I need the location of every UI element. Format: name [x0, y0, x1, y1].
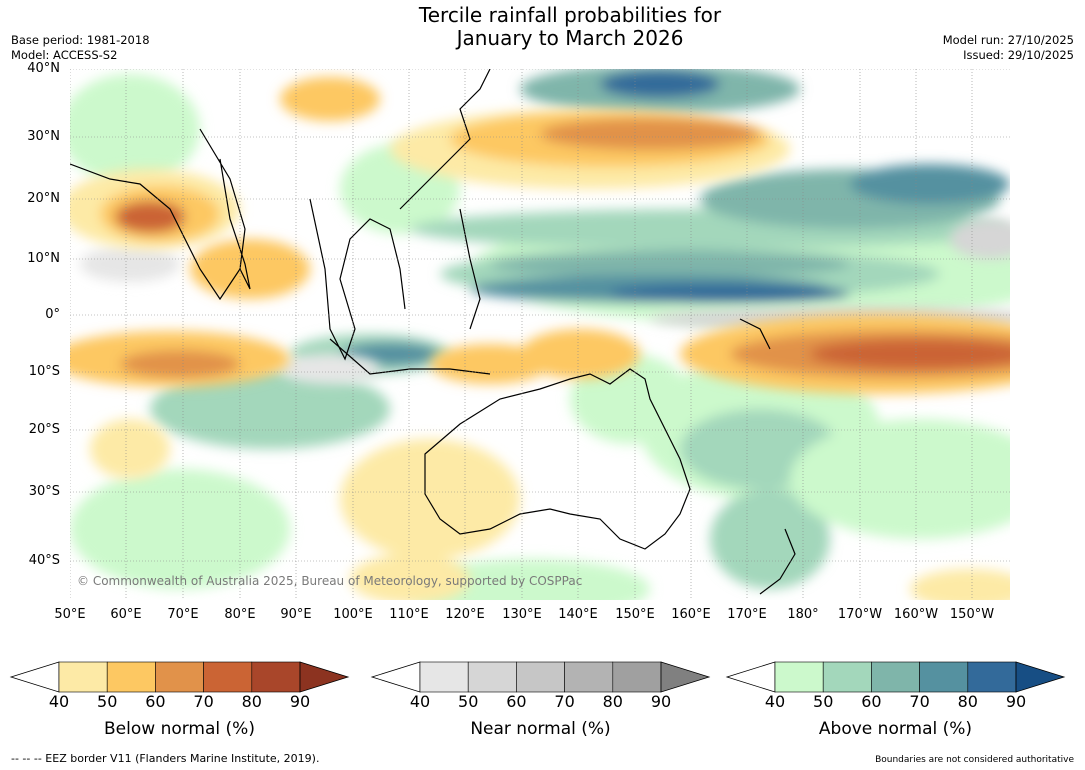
lat-label: 0°: [45, 307, 60, 322]
probability-map[interactable]: [70, 69, 1010, 600]
coastlines: [70, 69, 796, 595]
lat-label: 10°N: [27, 251, 60, 266]
colorbar-segment: [774, 661, 824, 693]
colorbar-min-extend: [9, 661, 60, 693]
colorbar-max-extend: [1015, 661, 1066, 693]
colorbar-segment: [106, 661, 156, 693]
colorbar-max-extend: [660, 661, 711, 693]
title-line-2: January to March 2026: [456, 26, 684, 50]
colorbar-tick: 60: [861, 692, 882, 711]
colorbar-tick: 90: [1005, 692, 1027, 711]
colorbar-tick: 80: [241, 692, 262, 711]
lon-label: 160°E: [671, 607, 711, 622]
colorbar-min-extend: [370, 661, 421, 693]
title-line-1: Tercile rainfall probabilities for: [418, 3, 722, 27]
colorbar-label: Below normal (%): [104, 719, 255, 739]
lat-label: 40°N: [27, 61, 60, 76]
colorbar-0: [9, 661, 350, 693]
colorbar-segment: [155, 661, 204, 693]
colorbar-label: Near normal (%): [470, 719, 611, 739]
colorbars: [9, 661, 1066, 693]
lon-label: 120°E: [445, 607, 485, 622]
issue-info: Model run: 27/10/2025 Issued: 29/10/2025: [943, 33, 1074, 63]
colorbar-tick: 80: [602, 692, 623, 711]
lat-label: 20°S: [28, 422, 60, 437]
lon-label: 50°E: [54, 607, 86, 622]
colorbar-tick: 60: [506, 692, 527, 711]
colorbar-segment: [251, 661, 301, 693]
lon-label: 150°W: [949, 607, 995, 622]
lat-label: 10°S: [28, 364, 60, 379]
colorbar-tick: 50: [813, 692, 834, 711]
colorbar-segment: [58, 661, 108, 693]
colorbar-2: [725, 661, 1066, 693]
lon-label: 70°E: [167, 607, 199, 622]
disclaimer: Boundaries are not considered authoritat…: [875, 755, 1074, 765]
colorbar-tick: 60: [145, 692, 166, 711]
model-name: Model: ACCESS-S2: [11, 48, 118, 62]
colorbar-tick: 70: [554, 692, 575, 711]
colorbar-max-extend: [299, 661, 350, 693]
colorbar-segment: [919, 661, 969, 693]
below-normal-shading: [70, 77, 1010, 600]
lon-label: 170°E: [727, 607, 767, 622]
lat-label: 30°N: [27, 129, 60, 144]
colorbar-segment: [967, 661, 1017, 693]
lon-label: 160°W: [893, 607, 939, 622]
colorbar-segment: [467, 661, 517, 693]
map-canvas: [70, 69, 1010, 600]
colorbar-tick: 70: [909, 692, 930, 711]
colorbar-1: [370, 661, 711, 693]
lon-label: 110°E: [389, 607, 429, 622]
colorbar-tick: 40: [409, 692, 431, 711]
colorbar-min-extend: [725, 661, 776, 693]
lat-label: 30°S: [28, 484, 60, 499]
colorbar-segment: [419, 661, 469, 693]
lon-label: 80°E: [224, 607, 256, 622]
colorbar-tick: 40: [764, 692, 786, 711]
model-run: Model run: 27/10/2025: [942, 33, 1074, 47]
lon-label: 150°E: [615, 607, 655, 622]
colorbar-tick: 90: [650, 692, 672, 711]
colorbar-tick: 70: [193, 692, 214, 711]
colorbar-label: Above normal (%): [818, 719, 973, 739]
colorbar-segment: [822, 661, 872, 693]
colorbar-tick: 80: [957, 692, 978, 711]
colorbar-segment: [612, 661, 662, 693]
base-period: Base period: 1981-2018: [11, 33, 150, 47]
model-info: Base period: 1981-2018 Model: ACCESS-S2: [11, 33, 150, 63]
chart-title: Tercile rainfall probabilities for Janua…: [340, 4, 800, 50]
lon-label: 90°E: [280, 607, 312, 622]
copyright-note: © Commonwealth of Australia 2025, Bureau…: [77, 574, 583, 588]
colorbar-segment: [564, 661, 614, 693]
eez-note: -- -- -- EEZ border V11 (Flanders Marine…: [11, 752, 320, 765]
colorbar-segment: [516, 661, 565, 693]
lat-label: 40°S: [28, 553, 60, 568]
graticule: [70, 69, 1010, 600]
lon-label: 100°E: [333, 607, 373, 622]
colorbar-tick: 90: [289, 692, 311, 711]
colorbar-tick: 50: [97, 692, 118, 711]
lon-label: 130°E: [502, 607, 542, 622]
issued-date: Issued: 29/10/2025: [963, 48, 1074, 62]
colorbar-segment: [203, 661, 253, 693]
lon-label: 60°E: [110, 607, 142, 622]
colorbar-tick: 40: [48, 692, 70, 711]
lon-label: 140°E: [558, 607, 598, 622]
lon-label: 170°W: [837, 607, 883, 622]
lat-label: 20°N: [27, 191, 60, 206]
colorbar-tick: 50: [458, 692, 479, 711]
colorbar-segment: [871, 661, 920, 693]
lon-label: 180°: [787, 607, 819, 622]
